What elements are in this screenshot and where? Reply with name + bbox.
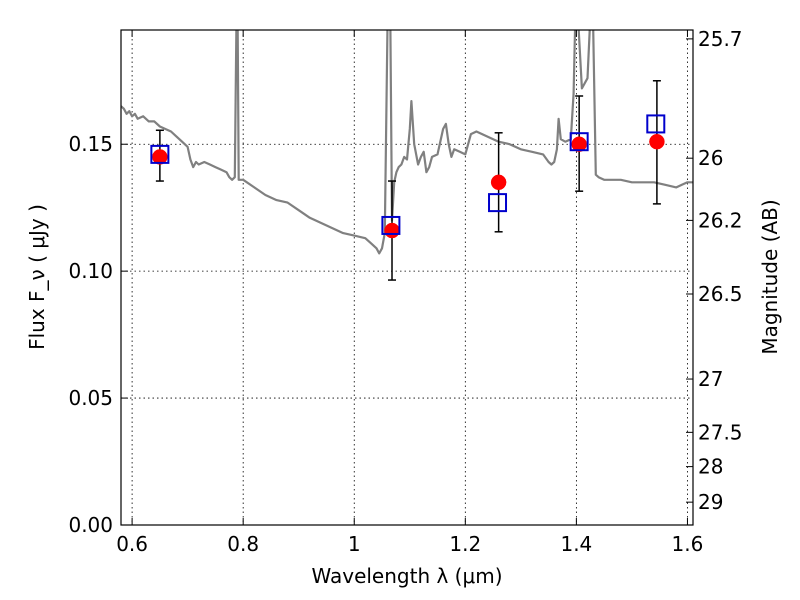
y2-tick-label: 29 — [698, 490, 723, 514]
model-photometry-point — [150, 144, 170, 164]
y2-tick-label: 27 — [698, 367, 723, 391]
y2-axis-label: Magnitude (AB) — [758, 199, 782, 354]
x-tick-label: 1.6 — [672, 532, 704, 556]
x-tick-label: 0.8 — [227, 532, 259, 556]
x-tick-label: 1.2 — [449, 532, 481, 556]
ticks: 0.6 0.8 1 1.2 1.4 1.6 0.00 0.05 0.10 0.15 25.7 26 26… — [68, 27, 742, 556]
y2-tick-label: 26.2 — [698, 208, 743, 232]
y2-tick-label: 28 — [698, 455, 723, 479]
y-axis-label: Flux F_ν ( μJy ) — [25, 204, 49, 350]
sed-model-line — [121, 30, 693, 255]
x-axis-label: Wavelength λ (μm) — [311, 564, 502, 588]
y2-tick-label: 26 — [698, 146, 723, 170]
y2-tick-label: 25.7 — [698, 27, 743, 51]
model-photometry-point — [569, 132, 589, 152]
y-tick-label: 0.10 — [68, 259, 113, 283]
y-tick-label: 0.15 — [68, 132, 113, 156]
observed-flux-point — [490, 174, 507, 191]
x-tick-label: 1.4 — [560, 532, 592, 556]
model-photometry-point — [646, 114, 666, 134]
observed-flux-point — [649, 133, 665, 150]
sed-layer — [121, 30, 693, 255]
y2-tick-label: 26.5 — [698, 282, 743, 306]
model-photometry-point — [488, 193, 508, 213]
x-tick-label: 0.6 — [116, 532, 148, 556]
y2-tick-label: 27.5 — [698, 420, 743, 444]
y-tick-label: 0.05 — [68, 386, 113, 410]
plot-frame — [120, 29, 694, 526]
model-photometry-point — [381, 215, 401, 235]
observed-flux-point — [384, 222, 400, 239]
x-tick-label: 1 — [348, 532, 361, 556]
marker-layer — [150, 80, 666, 281]
y-tick-label: 0.00 — [68, 513, 113, 537]
